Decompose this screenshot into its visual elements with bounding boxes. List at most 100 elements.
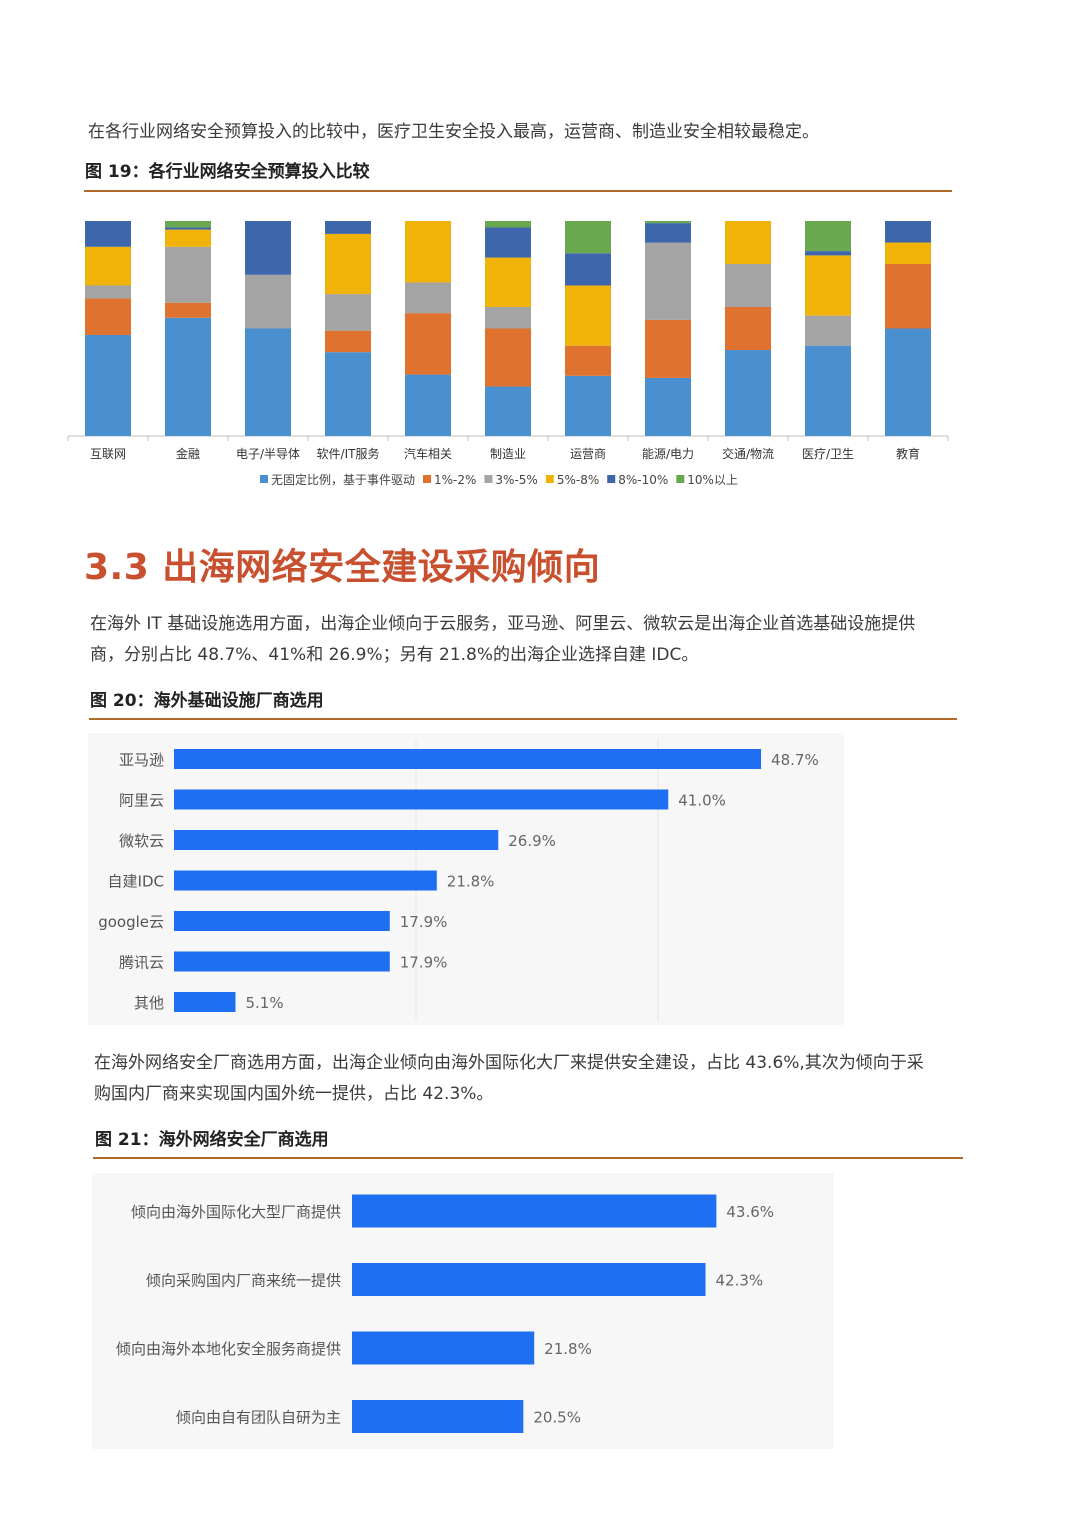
legend-swatch (676, 475, 685, 483)
category-tick-label: 交通/物流 (722, 446, 774, 461)
bar (174, 830, 499, 850)
bar-segment (485, 221, 531, 228)
bar-segment (885, 242, 931, 264)
bar-segment (645, 221, 691, 224)
bar-segment (565, 375, 611, 436)
bar-segment (485, 386, 531, 436)
bar-segment (565, 345, 611, 376)
bar-segment (485, 257, 531, 307)
category-tick-label: 金融 (176, 446, 200, 461)
infrastructure-paragraph-line-1: 在海外 IT 基础设施选用方面，出海企业倾向于云服务，亚马逊、阿里云、微软云是出… (90, 614, 916, 634)
bar-segment (565, 285, 611, 346)
bar-segment (165, 221, 211, 228)
value-label: 41.0% (678, 792, 726, 810)
bar-segment (245, 328, 291, 436)
bar-segment (725, 221, 771, 264)
bar-segment (805, 251, 851, 256)
legend-entry: 5%-8% (557, 473, 599, 487)
bar-segment (245, 221, 291, 275)
category-label: 阿里云 (119, 792, 164, 810)
bar-segment (725, 264, 771, 307)
bar-segment (325, 330, 371, 353)
bar-segment (885, 221, 931, 243)
category-label: 倾向由自有团队自研为主 (176, 1409, 341, 1427)
legend-entry: 10%以上 (687, 473, 738, 487)
category-label: 其他 (134, 994, 164, 1012)
value-label: 17.9% (400, 954, 448, 972)
bar-segment (565, 221, 611, 254)
section-title: 3.3 出海网络安全建设采购倾向 (84, 547, 601, 588)
category-tick-label: 互联网 (90, 447, 126, 461)
category-tick-label: 运营商 (570, 446, 606, 461)
legend-swatch (545, 475, 554, 483)
bar-segment (325, 233, 371, 295)
bar-segment (645, 319, 691, 378)
category-tick-label: 制造业 (490, 447, 526, 461)
bar-segment (805, 221, 851, 252)
category-label: 倾向由海外国际化大型厂商提供 (131, 1203, 341, 1221)
bar (352, 1331, 535, 1365)
bar (174, 789, 669, 810)
category-tick-label: 医疗/卫生 (802, 447, 854, 461)
bar-segment (805, 315, 851, 346)
bar-segment (165, 227, 211, 230)
category-label: 自建IDC (108, 873, 164, 891)
bar-segment (165, 302, 211, 318)
bar-segment (165, 317, 211, 436)
bar-segment (405, 374, 451, 436)
value-label: 26.9% (508, 832, 556, 850)
bar (174, 951, 390, 972)
value-label: 48.7% (771, 751, 819, 769)
value-label: 5.1% (245, 994, 283, 1012)
bar-segment (165, 246, 211, 303)
value-label: 43.6% (726, 1203, 774, 1221)
bar-segment (485, 227, 531, 258)
bar (174, 911, 390, 931)
bar-segment (725, 307, 771, 350)
legend-swatch (260, 475, 268, 483)
figure-20-caption: 图 20：海外基础设施厂商选用 (90, 691, 324, 711)
category-label: 亚马逊 (119, 751, 164, 769)
value-label: 17.9% (400, 913, 448, 931)
bar-segment (405, 282, 451, 314)
infrastructure-vendor-bar-chart: 亚马逊 48.7% 阿里云 41.0% 微软云 26.9% 自建IDC 21.8% google… (98, 739, 819, 1021)
bar (352, 1400, 524, 1433)
security-vendor-paragraph-line-1: 在海外网络安全厂商选用方面，出海企业倾向由海外国际化大厂来提供安全建设，占比 4… (94, 1053, 924, 1073)
bar-segment (645, 242, 691, 320)
legend-swatch (423, 475, 432, 483)
intro-paragraph: 在各行业网络安全预算投入的比较中，医疗卫生安全投入最高，运营商、制造业安全相较最… (88, 122, 819, 142)
value-label: 20.5% (533, 1409, 581, 1427)
legend-swatch (484, 475, 493, 483)
category-tick-label: 教育 (896, 446, 920, 461)
legend-entry: 1%-2% (434, 473, 476, 487)
bar-segment (325, 221, 371, 234)
bar-segment (885, 328, 931, 436)
bar (174, 749, 762, 769)
bar-segment (85, 298, 131, 335)
bar-segment (325, 352, 371, 436)
security-vendor-bar-chart: 倾向由海外国际化大型厂商提供 43.6% 倾向采购国内厂商来统一提供 42.3% 倾向由… (116, 1194, 774, 1433)
bar-segment (885, 264, 931, 329)
figure-21-rule (93, 1157, 963, 1159)
figure-20-rule (89, 718, 957, 720)
value-label: 42.3% (716, 1272, 764, 1290)
category-label: 倾向采购国内厂商来统一提供 (146, 1272, 341, 1290)
category-label: 微软云 (119, 832, 164, 850)
bar-segment (405, 313, 451, 375)
category-tick-label: 电子/半导体 (236, 447, 300, 461)
bar-segment (85, 285, 131, 299)
bar (174, 992, 236, 1012)
bar-segment (485, 328, 531, 387)
bar-segment (485, 307, 531, 329)
bar-segment (805, 255, 851, 316)
bar-segment (325, 294, 371, 331)
bar (352, 1263, 706, 1296)
value-label: 21.8% (447, 873, 495, 891)
bar-segment (85, 334, 131, 436)
bar (352, 1194, 717, 1228)
figure-19-caption: 图 19：各行业网络安全预算投入比较 (85, 162, 370, 182)
category-tick-label: 软件/IT服务 (317, 446, 380, 461)
bar-segment (85, 221, 131, 247)
bar-segment (245, 274, 291, 329)
security-vendor-paragraph-line-2: 购国内厂商来实现国内国外统一提供，占比 42.3%。 (94, 1084, 494, 1104)
